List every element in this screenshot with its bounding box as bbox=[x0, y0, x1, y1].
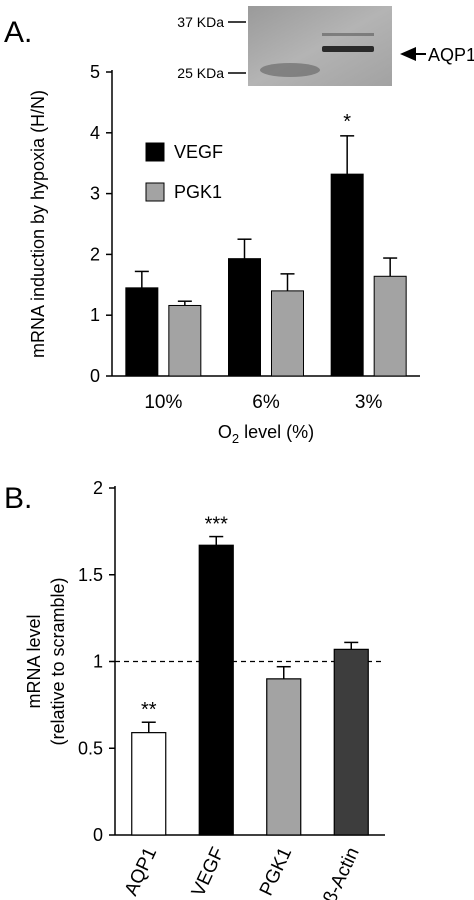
chart-b-bars: ***** bbox=[131, 514, 369, 836]
bar-vegf-1 bbox=[125, 287, 159, 377]
legend-label-vegf: VEGF bbox=[174, 142, 223, 162]
y-tick-label: 2 bbox=[90, 244, 100, 264]
significance-star: * bbox=[343, 111, 351, 133]
chart-a: 0 1 2 3 4 5 * 10% 6% 3% mRNA induction by hypox… bbox=[28, 62, 420, 446]
panel-a-letter: A. bbox=[4, 16, 32, 49]
blot-band-aqp1 bbox=[322, 46, 374, 52]
category-label: β-Actin bbox=[320, 844, 364, 900]
western-blot-inset: 37 KDa 25 KDa AQP1 bbox=[177, 6, 474, 86]
bar-vegf-2 bbox=[228, 258, 261, 377]
y-tick-label: 0 bbox=[90, 366, 100, 386]
error-bar-pgk1-2 bbox=[280, 273, 295, 291]
error-bar-vegf-1 bbox=[134, 270, 149, 288]
bar-vegf-3 bbox=[330, 173, 364, 377]
chart-b-categories: AQP1 VEGF PGK1 β-Actin bbox=[121, 844, 364, 900]
error-bar-vegf-2 bbox=[237, 238, 252, 259]
y-tick-label: 1.5 bbox=[78, 565, 103, 585]
x-label-main: O bbox=[218, 422, 232, 442]
chart-a-categories: 10% 6% 3% bbox=[144, 392, 382, 413]
chart-b-y-ticks: 0 0.5 1 1.5 2 bbox=[78, 478, 115, 845]
chart-b: 00.511.52 ***** AQP1 VEGF PGK1 β-Actin mRNA… bbox=[24, 478, 385, 900]
x-label-tail: level (%) bbox=[239, 422, 314, 442]
chart-b-y-label-line2: (relative to scramble) bbox=[48, 577, 68, 745]
error-bar-1 bbox=[141, 721, 156, 733]
category-label: 10% bbox=[144, 392, 182, 413]
y-tick-label: 0 bbox=[93, 825, 103, 845]
error-bar-pgk1-3 bbox=[383, 257, 398, 277]
y-tick-label: 2 bbox=[93, 478, 103, 498]
y-tick-label: 4 bbox=[90, 123, 100, 143]
error-bar-pgk1-1 bbox=[177, 300, 192, 306]
bar-1 bbox=[131, 732, 167, 836]
blot-band-label: AQP1 bbox=[428, 45, 474, 65]
significance-stars: ** bbox=[141, 699, 157, 721]
chart-a-y-label: mRNA induction by hypoxia (H/N) bbox=[28, 90, 48, 358]
bar-pgk1-1 bbox=[168, 304, 202, 377]
bar-4 bbox=[333, 648, 369, 836]
bar-pgk1-2 bbox=[271, 290, 304, 377]
y-tick-label: 1 bbox=[93, 652, 103, 672]
y-tick-label: 3 bbox=[90, 184, 100, 204]
chart-b-y-label-line1: mRNA level bbox=[24, 614, 44, 708]
legend-swatch-vegf bbox=[145, 142, 165, 162]
error-bar-4 bbox=[344, 641, 359, 650]
blot-band-faint bbox=[322, 33, 374, 36]
category-label: PGK1 bbox=[256, 844, 296, 899]
y-tick-label: 5 bbox=[90, 62, 100, 82]
arrow-icon bbox=[400, 47, 416, 61]
error-bar-2 bbox=[209, 535, 224, 546]
category-label: AQP1 bbox=[121, 844, 161, 899]
legend-swatch-pgk1 bbox=[145, 182, 165, 202]
bar-3 bbox=[266, 678, 302, 836]
error-bar-vegf-3 bbox=[340, 135, 355, 175]
chart-a-x-label: O2 level (%) bbox=[218, 422, 314, 446]
legend-label-pgk1: PGK1 bbox=[174, 182, 222, 202]
blot-smudge bbox=[260, 63, 320, 77]
marker-37-label: 37 KDa bbox=[177, 14, 224, 30]
panel-b-letter: B. bbox=[4, 482, 32, 515]
category-label: 3% bbox=[355, 392, 383, 413]
bar-pgk1-3 bbox=[373, 275, 407, 377]
y-tick-label: 1 bbox=[90, 305, 100, 325]
x-label-subscript: 2 bbox=[232, 431, 239, 446]
bar-2 bbox=[198, 544, 234, 836]
chart-a-y-ticks: 0 1 2 3 4 5 bbox=[90, 62, 112, 386]
category-label: VEGF bbox=[188, 844, 229, 900]
error-bar-3 bbox=[276, 665, 291, 679]
category-label: 6% bbox=[252, 392, 280, 413]
chart-a-bars: * bbox=[125, 111, 407, 377]
marker-25-label: 25 KDa bbox=[177, 65, 224, 81]
y-tick-label: 0.5 bbox=[78, 738, 103, 758]
chart-a-legend: VEGF PGK1 bbox=[145, 142, 223, 202]
significance-stars: *** bbox=[205, 514, 229, 536]
